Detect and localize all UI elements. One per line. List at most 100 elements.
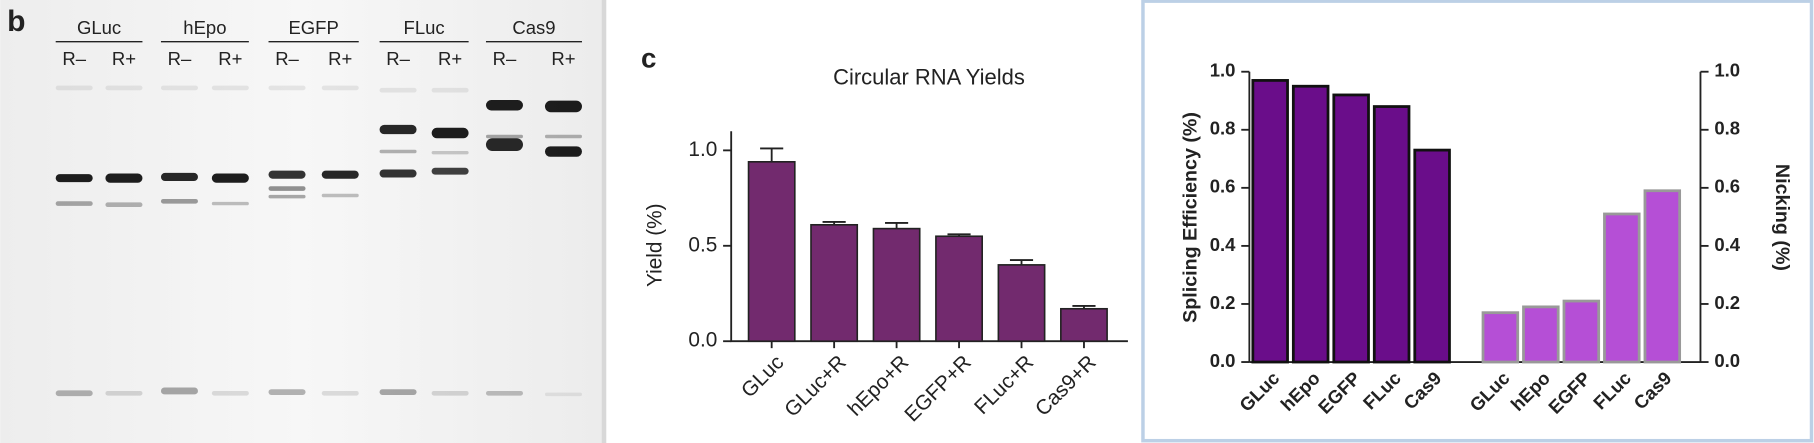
gel-band (544, 134, 582, 139)
gel-band (321, 390, 359, 396)
group-label: FLuc (404, 17, 445, 38)
chart-title: Circular RNA Yields (833, 64, 1025, 89)
x-tick-label: GLuc+R (780, 351, 851, 422)
gel-band (379, 149, 417, 154)
bar (1603, 212, 1641, 364)
group-label: Cas9 (512, 17, 555, 38)
panel-label: c (641, 42, 656, 73)
bar (1372, 105, 1411, 364)
bar (1251, 79, 1289, 364)
lane-label: R+ (218, 48, 242, 69)
lane-label: R– (275, 48, 299, 69)
x-tick-label: GLuc (737, 351, 788, 402)
gel-band (105, 85, 143, 91)
gel-band (105, 202, 143, 208)
gel-band (379, 389, 417, 395)
gel-band (55, 390, 93, 397)
gel-band (160, 172, 198, 182)
lane-label: R+ (438, 48, 462, 69)
group-label: GLuc (77, 17, 121, 38)
y-tick-label: 0.4 (1210, 234, 1236, 255)
gel-band (321, 193, 359, 198)
gel-band (211, 85, 249, 91)
gel-band (268, 186, 306, 191)
bar (1332, 93, 1370, 364)
group-label: hEpo (183, 17, 226, 38)
gel-band (485, 100, 523, 111)
bar (747, 161, 796, 343)
lane-label: R+ (112, 48, 136, 69)
gel-band (485, 390, 523, 396)
gel-band (379, 169, 417, 178)
gel-background (0, 0, 602, 443)
lane-label: R– (168, 48, 192, 69)
gel-band (268, 389, 306, 395)
gel-band (55, 201, 93, 206)
bar (1413, 148, 1451, 364)
bar (1481, 311, 1520, 364)
gel-band (211, 173, 249, 183)
panel-label: b (7, 5, 25, 38)
gel-band (321, 85, 359, 91)
bar (1522, 305, 1560, 364)
gel-band (268, 170, 306, 179)
gel-band (431, 87, 469, 93)
y-tick-label: 0.5 (688, 233, 717, 256)
gel-band (211, 390, 249, 396)
gel-band (379, 87, 417, 93)
x-tick-label: EGFP+R (900, 351, 976, 427)
y-tick-label: 0.8 (1714, 118, 1740, 139)
bar (1643, 189, 1682, 364)
y-tick-label: 0.6 (1210, 176, 1236, 197)
gel-band (544, 146, 582, 157)
x-tick-label: FLuc+R (970, 351, 1038, 419)
y-tick-label: 0.0 (1210, 350, 1236, 371)
bar (997, 264, 1046, 343)
gel-band (321, 170, 359, 179)
lane-label: R– (386, 48, 410, 69)
panel-divider (601, 0, 607, 443)
y-tick-label: 1.0 (1714, 60, 1740, 81)
gel-band (268, 85, 306, 91)
y-tick-label: 0.6 (1714, 176, 1740, 197)
gel-band (485, 138, 523, 151)
gel-band (55, 85, 93, 91)
gel-band (379, 124, 417, 135)
lane-label: R+ (551, 48, 575, 69)
lane-label: R– (493, 48, 517, 69)
y-tick-label: 0.2 (1210, 292, 1236, 313)
gel-band (268, 194, 306, 199)
bar (810, 223, 859, 343)
lane-label: R+ (328, 48, 352, 69)
y-tick-label: 0.0 (688, 329, 717, 352)
gel-band (431, 127, 469, 139)
gel-band (485, 134, 523, 139)
gel-band (544, 392, 582, 397)
gel-band (431, 390, 469, 396)
lane-label: R– (62, 48, 86, 69)
y-tick-label: 1.0 (688, 138, 717, 161)
bar (1060, 307, 1108, 343)
gel-band (105, 173, 143, 183)
y-tick-label: 1.0 (1210, 60, 1236, 81)
gel-band (211, 201, 249, 206)
y-axis-label: Splicing Efficiency (%) (1180, 112, 1202, 323)
gel-band (105, 390, 143, 396)
gel-band (160, 85, 198, 91)
bar (872, 227, 921, 343)
gel-band (431, 150, 469, 155)
y-tick-label: 0.8 (1210, 118, 1236, 139)
bar (1562, 299, 1601, 364)
y-axis-label: Yield (%) (644, 203, 667, 287)
bar (1291, 84, 1330, 364)
gel-band (55, 174, 93, 183)
panel-frame (1141, 0, 1814, 443)
gel-band (160, 198, 198, 204)
y2-axis-label: Nicking (%) (1771, 164, 1793, 271)
y-tick-label: 0.4 (1714, 234, 1740, 255)
gel-band (544, 100, 582, 113)
y-tick-label: 0.2 (1714, 292, 1740, 313)
x-tick-label: Cas9+R (1031, 351, 1101, 421)
gel-band (431, 167, 469, 175)
